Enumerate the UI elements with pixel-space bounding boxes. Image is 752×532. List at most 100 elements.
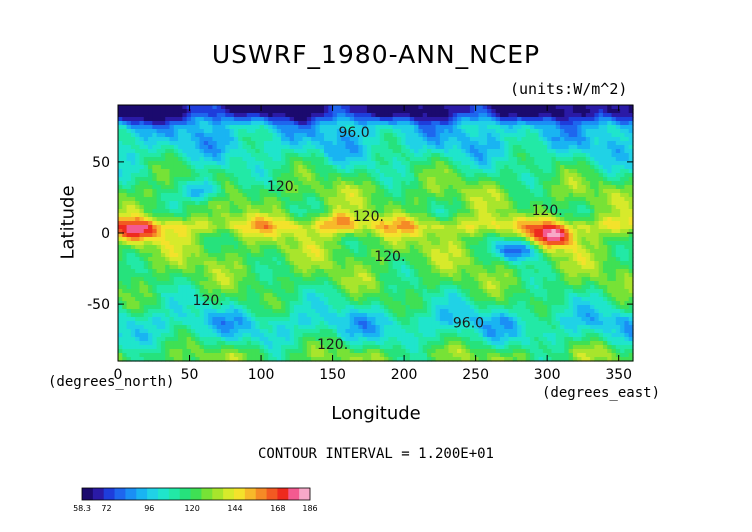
heatmap-cell (457, 169, 462, 174)
heatmap-cell (332, 157, 338, 162)
heatmap-cell (272, 169, 278, 174)
heatmap-cell (457, 249, 462, 254)
heatmap-cell (568, 225, 574, 230)
heatmap-cell (572, 133, 578, 138)
heatmap-cell (491, 237, 497, 242)
heatmap-cell (379, 205, 385, 210)
heatmap-cell (534, 121, 540, 126)
heatmap-cell (229, 109, 235, 114)
heatmap-cell (491, 229, 497, 234)
heatmap-cell (482, 257, 488, 262)
heatmap-cell (431, 213, 437, 218)
heatmap-cell (542, 149, 548, 154)
heatmap-cell (190, 105, 196, 110)
heatmap-cell (624, 257, 630, 262)
heatmap-cell (221, 193, 226, 198)
heatmap-cell (405, 237, 411, 242)
heatmap-cell (135, 261, 141, 266)
heatmap-cell (332, 121, 338, 126)
heatmap-cell (427, 193, 432, 198)
heatmap-cell (345, 241, 351, 246)
heatmap-cell (379, 129, 385, 134)
heatmap-cell (551, 205, 557, 210)
heatmap-cell (452, 173, 458, 178)
heatmap-cell (379, 193, 385, 198)
heatmap-cell (148, 109, 153, 114)
heatmap-cell (233, 141, 239, 146)
heatmap-cell (216, 161, 222, 166)
heatmap-cell (439, 257, 445, 262)
heatmap-cell (298, 249, 304, 254)
heatmap-cell (542, 161, 548, 166)
heatmap-cell (281, 137, 286, 142)
heatmap-cell (186, 253, 192, 258)
heatmap-cell (409, 169, 415, 174)
heatmap-cell (242, 105, 248, 110)
heatmap-cell (242, 233, 248, 238)
heatmap-cell (143, 213, 149, 218)
heatmap-cell (474, 189, 480, 194)
heatmap-cell (487, 201, 492, 206)
heatmap-cell (126, 117, 132, 122)
heatmap-cell (418, 269, 424, 274)
heatmap-cell (169, 125, 175, 130)
heatmap-cell (246, 253, 252, 258)
heatmap-cell (611, 161, 617, 166)
heatmap-cell (598, 105, 604, 110)
heatmap-cell (388, 189, 394, 194)
heatmap-cell (405, 221, 411, 226)
heatmap-cell (139, 233, 145, 238)
heatmap-cell (512, 121, 518, 126)
heatmap-cell (328, 229, 334, 234)
heatmap-cell (602, 197, 608, 202)
heatmap-cell (156, 257, 162, 262)
heatmap-cell (190, 261, 196, 266)
heatmap-cell (491, 253, 497, 258)
heatmap-cell (499, 233, 505, 238)
heatmap-cell (130, 225, 136, 230)
heatmap-cell (212, 193, 218, 198)
heatmap-cell (457, 225, 462, 230)
heatmap-cell (590, 257, 595, 262)
heatmap-cell (379, 173, 385, 178)
heatmap-cell (628, 253, 634, 258)
heatmap-cell (246, 165, 252, 170)
heatmap-cell (551, 145, 557, 150)
heatmap-cell (525, 229, 531, 234)
heatmap-cell (628, 237, 634, 242)
heatmap-cell (431, 233, 437, 238)
heatmap-cell (182, 201, 188, 206)
heatmap-cell (607, 265, 613, 270)
heatmap-cell (568, 185, 574, 190)
heatmap-cell (615, 117, 621, 122)
heatmap-cell (444, 129, 450, 134)
heatmap-cell (336, 205, 342, 210)
heatmap-cell (118, 137, 123, 142)
heatmap-cell (615, 121, 621, 126)
heatmap-cell (246, 177, 252, 182)
heatmap-cell (156, 225, 162, 230)
heatmap-cell (620, 113, 626, 118)
heatmap-cell (375, 153, 381, 158)
heatmap-cell (276, 217, 282, 222)
heatmap-cell (521, 177, 527, 182)
heatmap-cell (409, 233, 415, 238)
heatmap-cell (615, 229, 621, 234)
heatmap-cell (572, 209, 578, 214)
heatmap-cell (414, 185, 420, 190)
heatmap-cell (478, 161, 484, 166)
heatmap-cell (362, 185, 368, 190)
heatmap-cell (607, 149, 613, 154)
heatmap-cell (530, 169, 535, 174)
heatmap-cell (482, 157, 488, 162)
heatmap-cell (512, 117, 518, 122)
heatmap-cell (384, 141, 389, 146)
heatmap-cell (525, 157, 531, 162)
heatmap-cell (487, 253, 492, 258)
heatmap-cell (259, 257, 265, 262)
heatmap-cell (465, 241, 471, 246)
heatmap-cell (341, 233, 347, 238)
heatmap-cell (324, 269, 329, 274)
heatmap-cell (225, 153, 231, 158)
heatmap-cell (530, 245, 535, 250)
